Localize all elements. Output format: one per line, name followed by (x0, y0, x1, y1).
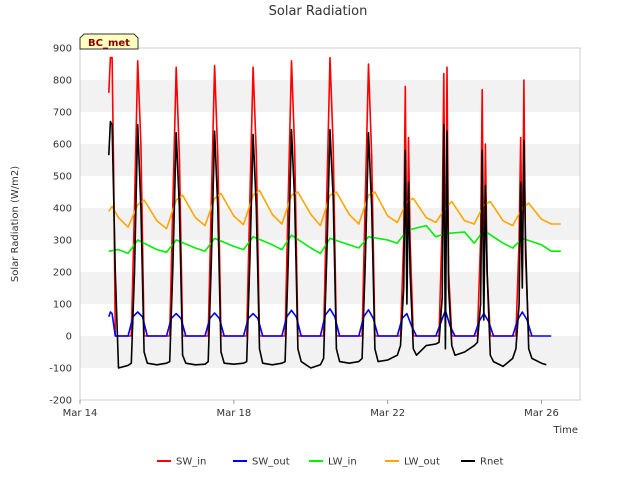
grid-bands (80, 48, 580, 400)
y-tick-label: 500 (53, 172, 72, 183)
x-tick-label: Mar 18 (216, 408, 251, 419)
grid-band (80, 176, 580, 208)
x-tick-label: Mar 14 (63, 408, 98, 419)
chart-title: Solar Radiation (269, 4, 368, 19)
series-lines (108, 56, 561, 369)
x-axis-label: Time (553, 425, 578, 436)
y-tick-label: 300 (53, 236, 72, 247)
series-line-rnet (108, 120, 547, 369)
x-tick-label: Mar 22 (370, 408, 405, 419)
grid-band (80, 336, 580, 368)
legend-label: SW_in (176, 457, 206, 468)
y-tick-label: 700 (53, 108, 72, 119)
y-tick-label: 0 (66, 332, 72, 343)
legend-label: LW_in (328, 457, 357, 468)
y-tick-label: 800 (53, 76, 72, 87)
x-tick-label: Mar 26 (524, 408, 559, 419)
legend: SW_in SW_out LW_in LW_out Rnet (157, 457, 503, 468)
grid-band (80, 368, 580, 400)
series-line-lw-out (108, 189, 561, 230)
grid-band (80, 208, 580, 240)
legend-label: SW_out (252, 457, 290, 468)
legend-label: LW_out (404, 457, 440, 468)
y-tick-label: -200 (49, 396, 72, 407)
y-tick-label: 600 (53, 140, 72, 151)
plot-frame (79, 47, 581, 401)
legend-label: Rnet (480, 457, 503, 468)
series-line-lw-in (108, 224, 561, 255)
y-tick-label: 100 (53, 300, 72, 311)
grid-band (80, 272, 580, 304)
grid-band (80, 240, 580, 272)
y-tick-label: -100 (49, 364, 72, 375)
y-axis-ticks: -200 -100 0 100 200 300 400 500 600 700 800 900 (49, 44, 72, 407)
y-tick-label: 200 (53, 268, 72, 279)
station-badge: BC_met (79, 33, 139, 50)
badge-text: BC_met (88, 38, 130, 49)
y-axis-label: Solar Radiation (W/m2) (10, 166, 21, 282)
y-tick-label: 900 (53, 44, 72, 55)
badge-shape (79, 33, 139, 50)
x-axis-ticks: Mar 14 Mar 18 Mar 22 Mar 26 (63, 400, 559, 419)
y-tick-label: 400 (53, 204, 72, 215)
